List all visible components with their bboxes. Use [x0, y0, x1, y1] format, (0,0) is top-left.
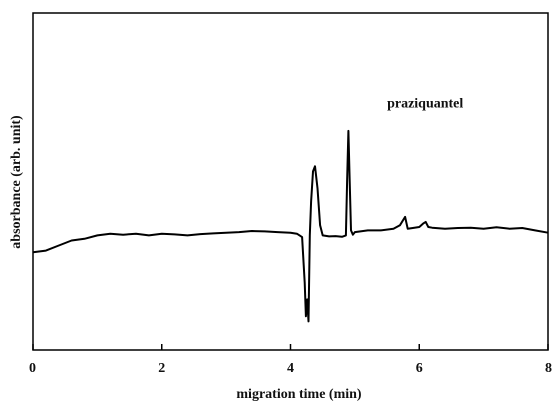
x-tick-label: 6 — [416, 361, 423, 376]
series-line — [32, 129, 549, 323]
x-axis-tick-labels: 0 2 4 6 8 — [29, 361, 552, 376]
plot-frame — [32, 12, 549, 351]
x-tick-label: 4 — [287, 361, 294, 376]
x-tick-label: 8 — [545, 361, 552, 376]
x-tick-label: 0 — [29, 361, 36, 376]
praziquantel-annotation: praziquantel — [387, 96, 463, 111]
x-tick-label: 2 — [158, 361, 165, 376]
y-axis-label: absorbance (arb. unit) — [9, 115, 24, 249]
x-axis-ticks — [32, 344, 549, 350]
x-axis-label: migration time (min) — [236, 387, 362, 401]
